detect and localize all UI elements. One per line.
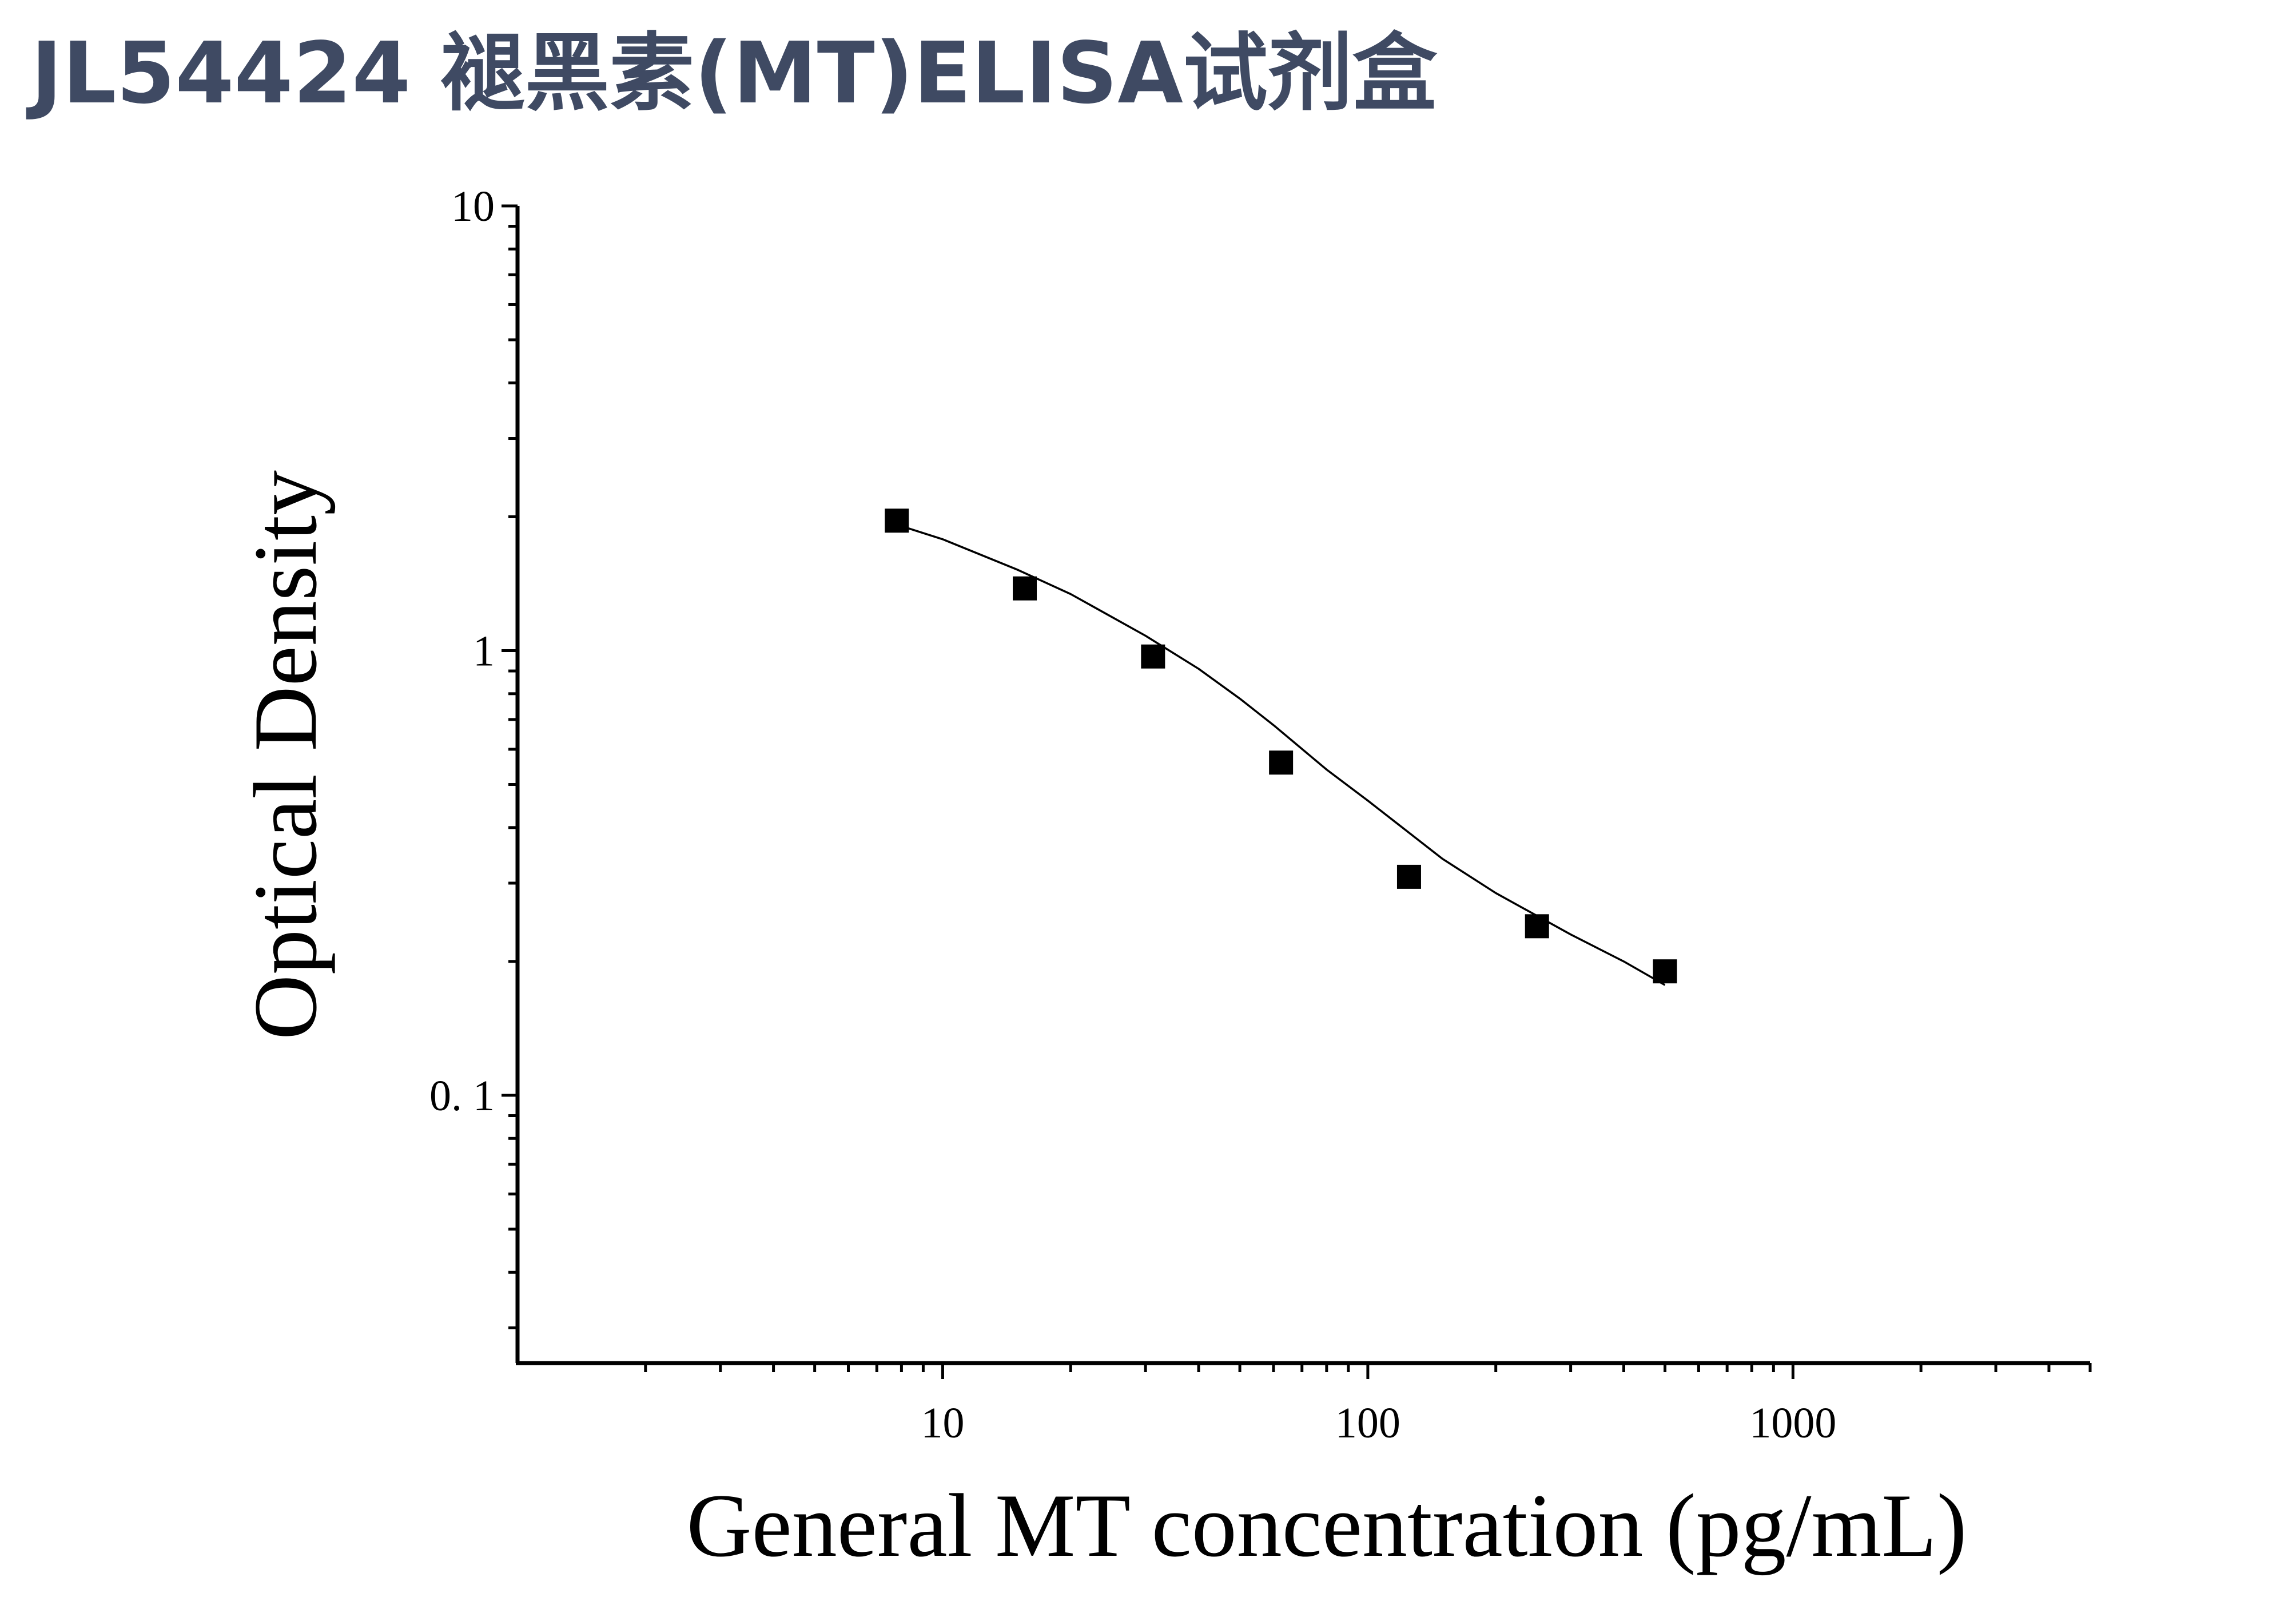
x-tick-label: 10 — [921, 1399, 964, 1447]
page-title: JL54424 褪黑素(MT)ELISA试剂盒 — [31, 24, 1437, 122]
y-tick-label: 10 — [451, 182, 495, 231]
data-point — [1653, 959, 1677, 984]
y-tick-label: 0. 1 — [429, 1072, 495, 1120]
tick-labels: 10 100 1000 10 1 0. 1 — [429, 182, 1836, 1447]
x-tick-label: 100 — [1335, 1399, 1400, 1447]
data-point — [1525, 914, 1549, 939]
data-point — [885, 508, 909, 533]
data-point — [1141, 644, 1165, 669]
x-axis-title: General MT concentration (pg/mL) — [686, 1476, 1967, 1576]
y-axis-title: Optical Density — [236, 470, 336, 1040]
data-points — [885, 508, 1677, 984]
data-point — [1269, 750, 1294, 775]
axes — [502, 204, 2092, 1379]
data-point — [1396, 864, 1421, 889]
y-tick-label: 1 — [473, 627, 495, 675]
data-point — [1013, 576, 1037, 601]
x-tick-label: 1000 — [1749, 1399, 1836, 1447]
